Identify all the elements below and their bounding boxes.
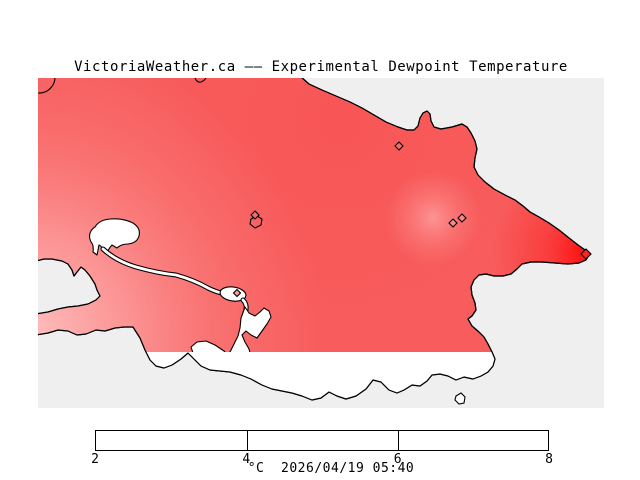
station-diamond-icon <box>232 288 242 298</box>
colorbar-tick-label: 6 <box>393 452 402 467</box>
inlet-pond <box>219 286 247 302</box>
colorbar-tick <box>398 431 399 450</box>
coastline <box>38 78 590 401</box>
coast-squiggle <box>194 78 207 83</box>
colorbar-tick-labels: 2 4 6 8 <box>91 452 553 467</box>
lakes-blob <box>88 218 140 256</box>
station-markers <box>232 141 592 298</box>
colorbar-tick-label: 8 <box>545 452 553 467</box>
colorbar-gradient <box>96 431 548 450</box>
colorbar-tick <box>247 431 248 450</box>
colorbar <box>95 430 549 451</box>
page-title: VictoriaWeather.ca —— Experimental Dewpo… <box>74 59 568 75</box>
map-canvas <box>38 78 604 408</box>
dewpoint-map <box>38 78 604 408</box>
island-outline <box>454 392 466 405</box>
colorbar-tick-label: 2 <box>91 452 99 467</box>
station-diamond-icon <box>457 213 467 223</box>
colorbar-caption: °C 2026/04/19 05:40 <box>247 461 415 476</box>
station-diamond-icon <box>394 141 404 151</box>
harbor-water <box>227 306 272 361</box>
station-diamond-icon <box>580 248 592 260</box>
coastline-arc <box>38 78 56 94</box>
colorbar-tick-label: 4 <box>242 452 251 467</box>
station-diamond-icon <box>250 210 260 220</box>
station-diamond-icon <box>448 218 458 228</box>
